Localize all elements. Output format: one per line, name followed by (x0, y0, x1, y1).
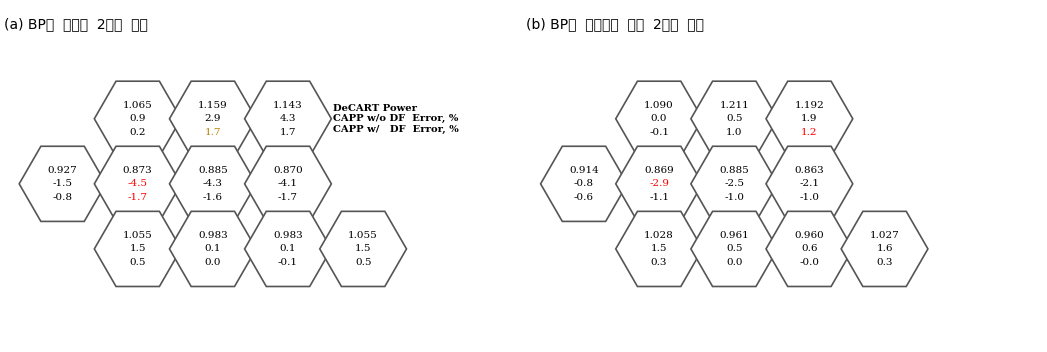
Text: 1.5: 1.5 (130, 244, 146, 253)
Text: 1.9: 1.9 (801, 114, 818, 123)
Text: 0.9: 0.9 (130, 114, 146, 123)
Polygon shape (616, 81, 703, 156)
Text: 0.983: 0.983 (273, 231, 303, 240)
Text: -2.9: -2.9 (649, 179, 669, 188)
Text: 1.7: 1.7 (204, 128, 221, 137)
Text: DeCART Power: DeCART Power (333, 103, 417, 113)
Text: (b) BP가  장전되지  않은  2차원  문제: (b) BP가 장전되지 않은 2차원 문제 (526, 17, 704, 31)
Polygon shape (245, 146, 331, 221)
Polygon shape (170, 81, 257, 156)
Polygon shape (94, 211, 181, 287)
Text: 1.192: 1.192 (795, 101, 824, 110)
Text: 1.028: 1.028 (644, 231, 674, 240)
Polygon shape (170, 211, 257, 287)
Text: 0.0: 0.0 (651, 114, 667, 123)
Text: 1.211: 1.211 (719, 101, 750, 110)
Text: -1.7: -1.7 (279, 193, 298, 202)
Text: 0.5: 0.5 (355, 258, 372, 267)
Text: -1.7: -1.7 (128, 193, 148, 202)
Text: CAPP w/o DF  Error, %: CAPP w/o DF Error, % (333, 114, 459, 123)
Polygon shape (94, 81, 181, 156)
Polygon shape (691, 146, 778, 221)
Text: -2.1: -2.1 (800, 179, 820, 188)
Text: 0.983: 0.983 (198, 231, 227, 240)
Text: 1.143: 1.143 (273, 101, 303, 110)
Text: -0.0: -0.0 (800, 258, 820, 267)
Text: 1.5: 1.5 (355, 244, 372, 253)
Text: 1.159: 1.159 (198, 101, 227, 110)
Polygon shape (170, 146, 257, 221)
Text: -0.8: -0.8 (574, 179, 594, 188)
Text: -4.5: -4.5 (128, 179, 148, 188)
Text: 0.5: 0.5 (726, 244, 742, 253)
Text: 1.2: 1.2 (801, 128, 818, 137)
Text: -0.8: -0.8 (52, 193, 72, 202)
Text: 0.863: 0.863 (795, 166, 824, 175)
Text: CAPP w/   DF  Error, %: CAPP w/ DF Error, % (333, 125, 459, 134)
Text: 0.3: 0.3 (651, 258, 667, 267)
Text: 0.885: 0.885 (198, 166, 227, 175)
Text: (a) BP가  장전된  2차원  문제: (a) BP가 장전된 2차원 문제 (4, 17, 148, 31)
Text: 1.055: 1.055 (349, 231, 378, 240)
Text: 1.7: 1.7 (280, 128, 296, 137)
Text: 0.0: 0.0 (726, 258, 742, 267)
Text: 0.5: 0.5 (130, 258, 146, 267)
Text: -4.3: -4.3 (203, 179, 223, 188)
Text: -0.1: -0.1 (279, 258, 298, 267)
Text: 1.065: 1.065 (122, 101, 153, 110)
Text: -1.5: -1.5 (52, 179, 72, 188)
Text: 1.090: 1.090 (644, 101, 674, 110)
Text: 0.2: 0.2 (130, 128, 146, 137)
Polygon shape (616, 211, 703, 287)
Text: 0.869: 0.869 (644, 166, 674, 175)
Text: -0.1: -0.1 (649, 128, 669, 137)
Polygon shape (94, 146, 181, 221)
Polygon shape (766, 81, 853, 156)
Polygon shape (245, 211, 331, 287)
Text: 0.927: 0.927 (48, 166, 77, 175)
Text: 0.3: 0.3 (876, 258, 893, 267)
Polygon shape (319, 211, 406, 287)
Text: 0.960: 0.960 (795, 231, 824, 240)
Text: 0.873: 0.873 (122, 166, 153, 175)
Text: 0.6: 0.6 (801, 244, 818, 253)
Polygon shape (691, 211, 778, 287)
Text: -1.1: -1.1 (649, 193, 669, 202)
Text: -1.6: -1.6 (203, 193, 223, 202)
Polygon shape (766, 146, 853, 221)
Text: 1.055: 1.055 (122, 231, 153, 240)
Polygon shape (19, 146, 106, 221)
Text: 1.0: 1.0 (726, 128, 742, 137)
Text: -1.0: -1.0 (725, 193, 744, 202)
Text: 2.9: 2.9 (204, 114, 221, 123)
Text: 0.914: 0.914 (570, 166, 599, 175)
Text: 0.961: 0.961 (719, 231, 750, 240)
Text: -1.0: -1.0 (800, 193, 820, 202)
Text: 4.3: 4.3 (280, 114, 296, 123)
Text: 1.027: 1.027 (870, 231, 899, 240)
Text: 1.6: 1.6 (876, 244, 893, 253)
Polygon shape (691, 81, 778, 156)
Text: 0.1: 0.1 (280, 244, 296, 253)
Text: 0.885: 0.885 (719, 166, 750, 175)
Text: -4.1: -4.1 (279, 179, 298, 188)
Polygon shape (616, 146, 703, 221)
Text: 0.1: 0.1 (204, 244, 221, 253)
Text: -0.6: -0.6 (574, 193, 594, 202)
Polygon shape (540, 146, 627, 221)
Polygon shape (245, 81, 331, 156)
Text: 0.0: 0.0 (204, 258, 221, 267)
Text: 0.870: 0.870 (273, 166, 303, 175)
Polygon shape (766, 211, 853, 287)
Polygon shape (841, 211, 928, 287)
Text: 1.5: 1.5 (651, 244, 667, 253)
Text: -2.5: -2.5 (725, 179, 744, 188)
Text: 0.5: 0.5 (726, 114, 742, 123)
